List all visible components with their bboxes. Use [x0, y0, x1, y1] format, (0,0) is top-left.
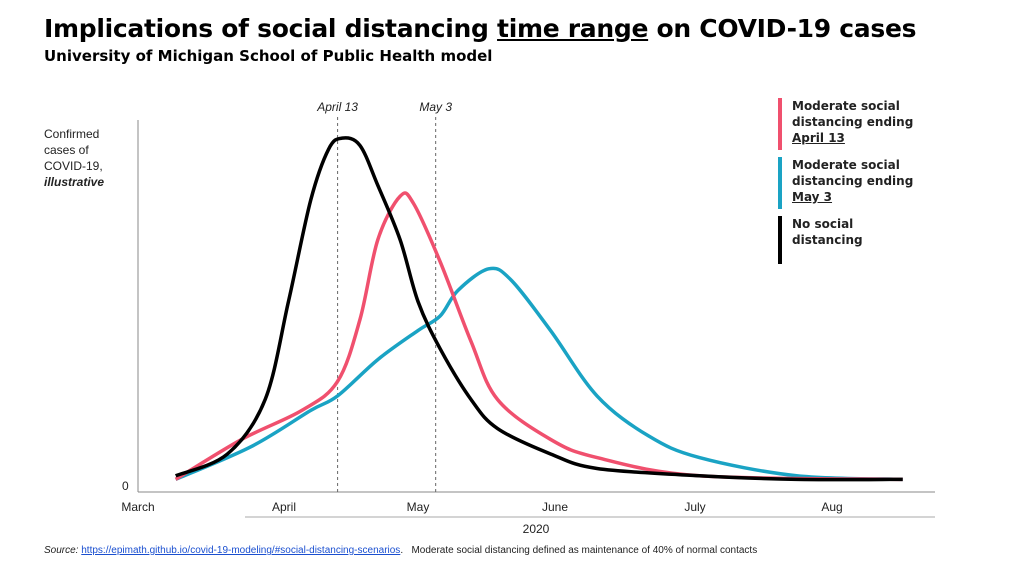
source-footnote: Source: https://epimath.github.io/covid-…	[44, 545, 758, 556]
x-tick-label: March	[121, 500, 154, 514]
series-line	[174, 266, 903, 482]
source-link[interactable]: https://epimath.github.io/covid-19-model…	[81, 545, 401, 556]
x-tick-label: June	[542, 500, 568, 514]
page-title: Implications of social distancing time r…	[44, 14, 917, 43]
series-line	[174, 191, 903, 482]
x-tick-label: Aug	[821, 500, 842, 514]
x-tick-label: July	[684, 500, 705, 514]
legend-item-may3: Moderate social distancing ending May 3	[778, 157, 917, 209]
series-2	[174, 136, 903, 482]
legend-item-no-distancing: No social distancing	[778, 216, 882, 264]
legend-item-april13: Moderate social distancing ending April 1…	[778, 98, 917, 150]
series-0	[174, 191, 903, 482]
date-marker-label: April 13	[316, 100, 358, 114]
x-axis-label: 2020	[523, 522, 550, 536]
y-axis-label: Confirmed cases of COVID-19, illustrativ…	[44, 127, 105, 189]
y-tick-label: 0	[122, 479, 129, 493]
legend-swatch	[778, 157, 782, 209]
page-subtitle: University of Michigan School of Public …	[44, 47, 493, 65]
date-marker-label: May 3	[419, 100, 452, 114]
x-tick-label: April	[272, 500, 296, 514]
series-line	[174, 136, 903, 482]
series-1	[174, 266, 903, 482]
x-tick-label: May	[407, 500, 430, 514]
legend-swatch	[778, 98, 782, 150]
legend-swatch	[778, 216, 782, 264]
